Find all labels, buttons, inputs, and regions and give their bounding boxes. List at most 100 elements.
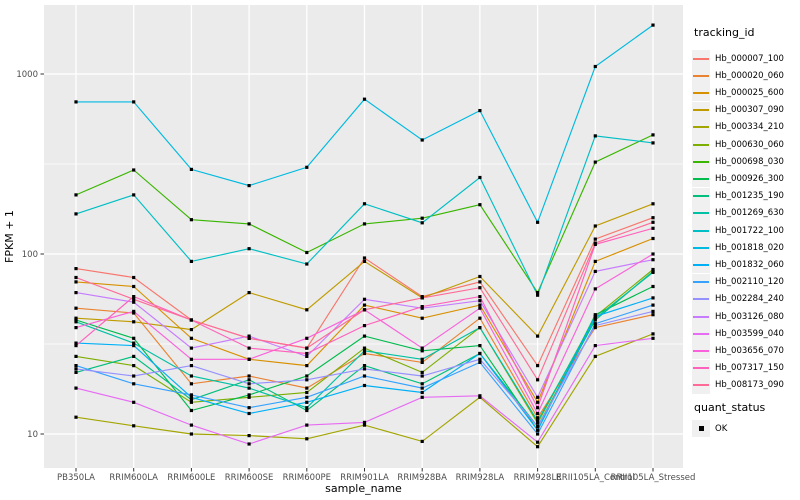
data-point xyxy=(593,326,597,330)
data-point xyxy=(74,364,78,368)
data-point xyxy=(651,284,655,289)
data-point xyxy=(420,216,424,220)
data-point xyxy=(593,344,597,348)
data-point xyxy=(478,316,482,320)
data-point xyxy=(478,303,482,307)
legend-entry-Hb_001235_190: Hb_001235_190 xyxy=(692,187,784,205)
data-point xyxy=(651,226,655,230)
legend-entry-Hb_000698_030: Hb_000698_030 xyxy=(692,153,784,171)
legend-entry-Hb_000025_600: Hb_000025_600 xyxy=(692,84,784,102)
data-point xyxy=(420,382,424,386)
data-point xyxy=(74,370,78,374)
legend-key-line-icon xyxy=(692,101,710,119)
data-point xyxy=(74,386,78,390)
legend-entry-label: Hb_001235_190 xyxy=(715,191,784,202)
data-point xyxy=(189,382,193,386)
legend-key-line-icon xyxy=(692,187,710,205)
data-point xyxy=(247,382,251,386)
data-point xyxy=(132,424,136,428)
legend-entry-label: OK xyxy=(715,423,728,434)
legend-key-line-icon xyxy=(692,273,710,291)
data-point xyxy=(593,64,597,69)
data-point xyxy=(478,286,482,290)
data-point xyxy=(478,175,482,180)
data-point xyxy=(593,324,597,328)
data-point xyxy=(132,193,136,197)
data-point xyxy=(651,220,655,224)
x-axis-title: sample_name xyxy=(325,482,402,495)
data-point xyxy=(593,237,597,241)
data-point xyxy=(536,424,540,429)
data-point xyxy=(593,160,597,164)
data-point xyxy=(305,423,309,427)
legend-key-line-icon xyxy=(692,239,710,257)
data-point xyxy=(132,100,136,104)
data-point xyxy=(478,394,482,398)
data-point xyxy=(536,293,540,297)
data-point xyxy=(651,267,655,272)
legend-entry-Hb_000007_100: Hb_000007_100 xyxy=(692,50,784,67)
data-point xyxy=(362,202,367,206)
data-point xyxy=(420,439,424,443)
legend-entry-Hb_001832_060: Hb_001832_060 xyxy=(692,256,784,274)
data-point xyxy=(74,275,78,280)
data-point xyxy=(536,291,540,295)
data-point xyxy=(189,374,193,378)
data-point xyxy=(132,400,136,404)
data-point xyxy=(189,167,193,171)
data-point xyxy=(536,378,540,382)
data-point xyxy=(651,332,655,336)
data-point xyxy=(305,354,309,358)
data-point xyxy=(305,346,309,350)
data-point xyxy=(247,357,251,361)
data-point xyxy=(132,168,136,172)
legend-entry-label: Hb_000307_090 xyxy=(715,105,784,116)
data-point xyxy=(74,367,78,371)
data-point xyxy=(247,291,251,295)
data-point xyxy=(593,224,597,228)
data-point xyxy=(247,393,251,397)
data-point xyxy=(74,354,78,358)
data-point xyxy=(305,400,309,404)
data-point xyxy=(420,395,424,399)
data-point xyxy=(651,309,655,313)
data-point xyxy=(305,390,309,395)
legend-entry-Hb_000307_090: Hb_000307_090 xyxy=(692,101,784,119)
legend-key-line-icon xyxy=(692,67,710,85)
data-point xyxy=(189,432,193,436)
data-point xyxy=(305,165,309,169)
data-point xyxy=(362,297,367,301)
legend-entry-Hb_001722_100: Hb_001722_100 xyxy=(692,222,784,239)
data-point xyxy=(247,411,251,416)
data-point xyxy=(362,324,367,328)
data-point xyxy=(74,280,78,284)
data-point xyxy=(247,378,251,382)
data-point xyxy=(74,291,78,295)
data-point xyxy=(189,400,193,404)
data-point xyxy=(305,308,309,312)
data-point xyxy=(478,357,482,361)
data-point xyxy=(593,287,597,291)
data-point xyxy=(362,222,367,226)
data-point xyxy=(305,386,309,390)
data-point xyxy=(74,212,78,216)
legend-entry-label: Hb_000926_300 xyxy=(715,173,784,184)
legend-entry-label: Hb_003599_040 xyxy=(715,328,784,339)
legend-entry-label: Hb_001832_060 xyxy=(715,259,784,270)
data-point xyxy=(247,334,251,338)
data-point xyxy=(305,374,309,378)
data-point xyxy=(132,309,136,313)
legend-entry-label: Hb_000698_030 xyxy=(715,156,784,167)
data-point xyxy=(651,258,655,262)
data-point xyxy=(247,222,251,226)
data-point xyxy=(593,313,597,317)
data-point xyxy=(478,299,482,303)
data-point xyxy=(651,252,655,256)
data-point xyxy=(362,259,367,263)
legend-entry-Hb_003656_070: Hb_003656_070 xyxy=(692,342,784,360)
legend-key-line-icon xyxy=(692,342,710,360)
data-point xyxy=(593,322,597,326)
data-point xyxy=(189,259,193,263)
